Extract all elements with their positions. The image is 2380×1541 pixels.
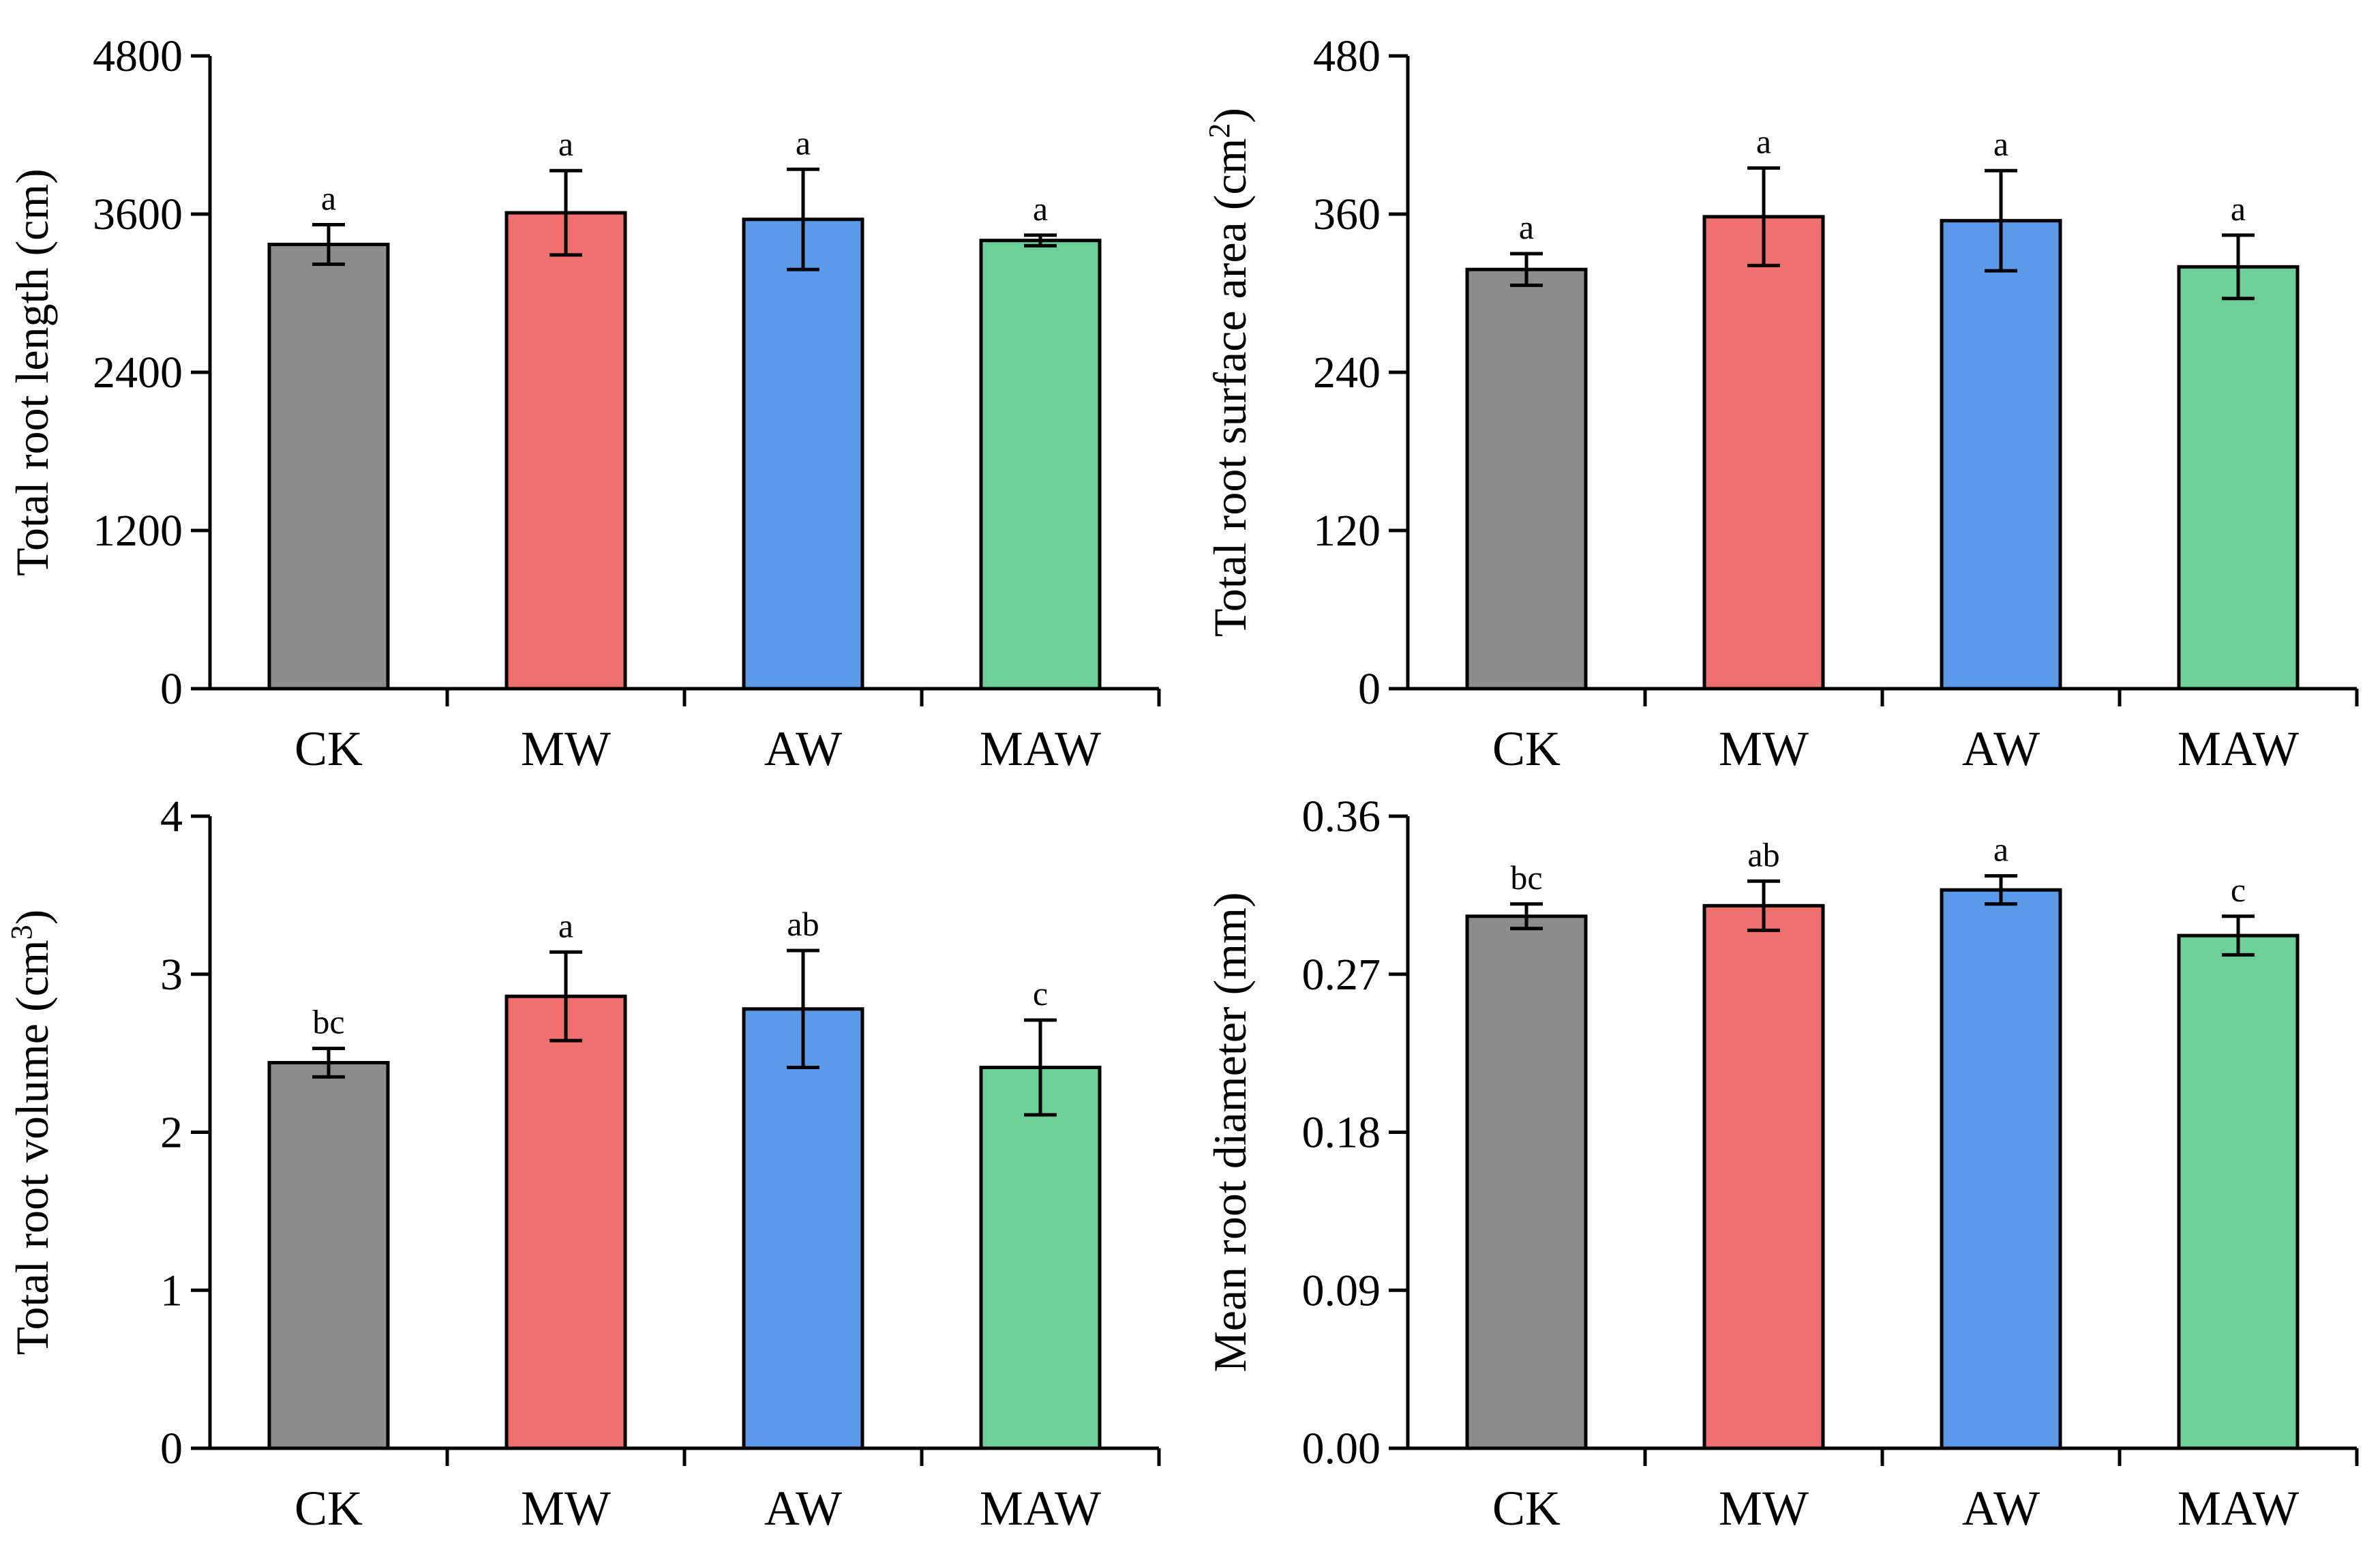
significance-label: ab <box>1747 835 1779 873</box>
y-tick-label: 4 <box>160 792 183 841</box>
chart-panel-3: bc CK a MW ab AW c MAW 0 1 2 3 4 Total root volume (c… <box>5 792 1161 1536</box>
x-tick-label: AW <box>764 721 842 776</box>
significance-label: a <box>558 906 573 944</box>
x-tick-label: MW <box>1719 721 1809 776</box>
y-tick-label: 0 <box>160 664 183 714</box>
y-axis-title-superscript: 2 <box>1203 123 1236 138</box>
significance-label: a <box>796 123 811 162</box>
bar-mw <box>504 994 627 1450</box>
y-axis-title-tail: ) <box>6 910 58 925</box>
x-tick-label: AW <box>1962 1481 2040 1536</box>
y-tick-label: 0.27 <box>1302 950 1381 1000</box>
y-tick-label: 3600 <box>93 190 183 239</box>
significance-label: a <box>1519 208 1534 246</box>
chart-panel-2: a CK a MW a AW a MAW 0 120 240 360 480 Total root sur… <box>1203 31 2359 776</box>
bar-aw <box>742 1007 864 1450</box>
y-axis-title: Total root volume (cm3) <box>5 910 58 1356</box>
y-tick-label: 2400 <box>93 348 183 398</box>
x-tick-label: MAW <box>980 1481 1101 1536</box>
bar-aw <box>742 218 864 691</box>
x-tick-label: MW <box>521 1481 611 1536</box>
x-tick-label: CK <box>295 1481 363 1536</box>
significance-label: a <box>1756 122 1771 160</box>
chart-panel-4: bc CK ab MW a AW c MAW 0.00 0.09 0.18 0.27 0.36 Mean … <box>1204 792 2359 1536</box>
x-tick-label: CK <box>1492 721 1561 776</box>
significance-label: bc <box>312 1003 344 1041</box>
bar-maw <box>2177 933 2300 1450</box>
bar-aw <box>1940 219 2062 691</box>
bar-ck <box>267 1061 390 1450</box>
x-tick-label: MAW <box>980 721 1101 776</box>
significance-label: ab <box>787 905 819 943</box>
significance-label: a <box>1993 125 2008 163</box>
bar-ck <box>267 242 390 691</box>
significance-label: c <box>2231 871 2246 909</box>
bar-aw <box>1940 888 2062 1450</box>
significance-label: a <box>1993 831 2008 869</box>
significance-label: a <box>558 125 573 163</box>
bar-mw <box>504 211 627 691</box>
y-tick-label: 0.00 <box>1302 1424 1381 1473</box>
x-tick-label: AW <box>764 1481 842 1536</box>
significance-label: a <box>2231 190 2246 228</box>
significance-label: c <box>1033 974 1048 1013</box>
y-tick-label: 1 <box>160 1266 183 1315</box>
x-tick-label: MAW <box>2178 721 2299 776</box>
x-tick-label: CK <box>1492 1481 1561 1536</box>
bar-ck <box>1465 914 1588 1450</box>
y-axis-title: Total root surface area (cm2) <box>1203 108 1256 637</box>
y-tick-label: 0 <box>1358 664 1381 714</box>
y-tick-label: 360 <box>1313 190 1381 239</box>
bar-ck <box>1465 267 1588 691</box>
y-tick-label: 3 <box>160 950 183 1000</box>
bar-maw <box>2177 265 2300 691</box>
x-tick-label: AW <box>1962 721 2040 776</box>
chart-panel-1: a CK a MW a AW a MAW 0 1200 2400 3600 4800 Total root… <box>6 31 1161 776</box>
significance-label: a <box>1033 190 1048 228</box>
x-tick-label: MAW <box>2178 1481 2299 1536</box>
x-tick-label: CK <box>295 721 363 776</box>
y-tick-label: 0.18 <box>1302 1108 1381 1158</box>
y-axis-title: Total root length (cm) <box>6 168 58 576</box>
significance-label: bc <box>1510 858 1542 897</box>
y-axis-title: Mean root diameter (mm) <box>1204 892 1256 1372</box>
y-axis-title-superscript: 3 <box>5 925 38 940</box>
y-tick-label: 2 <box>160 1108 183 1158</box>
x-tick-label: MW <box>1719 1481 1809 1536</box>
y-tick-label: 0.36 <box>1302 792 1381 841</box>
significance-label: a <box>321 179 336 217</box>
y-tick-label: 120 <box>1313 506 1381 556</box>
y-tick-label: 240 <box>1313 348 1381 398</box>
bar-maw <box>979 1065 1102 1450</box>
y-tick-label: 4800 <box>93 31 183 81</box>
y-tick-label: 0.09 <box>1302 1266 1381 1315</box>
y-tick-label: 1200 <box>93 506 183 556</box>
bar-mw <box>1702 903 1825 1450</box>
y-axis-title-tail: ) <box>1204 108 1256 123</box>
bar-mw <box>1702 215 1825 691</box>
y-tick-label: 0 <box>160 1424 183 1473</box>
y-tick-label: 480 <box>1313 31 1381 81</box>
x-tick-label: MW <box>521 721 611 776</box>
bar-maw <box>979 239 1102 691</box>
